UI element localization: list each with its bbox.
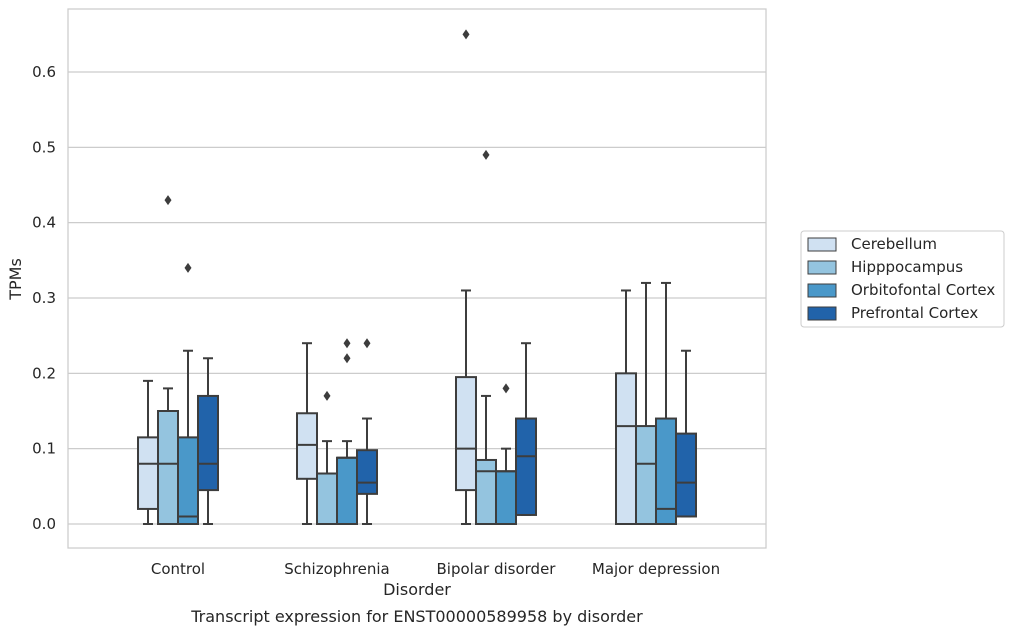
x-tick-labels: Control Schizophrenia Bipolar disorder Majo… [151,560,720,578]
y-tick-label: 0.2 [32,364,56,382]
y-tick-label: 0.1 [32,440,56,458]
x-tick-label: Major depression [592,560,720,578]
legend-label: Prefrontal Cortex [851,304,978,322]
legend-label: Orbitofontal Cortex [851,281,995,299]
y-axis-label: TPMs [6,258,25,301]
chart-caption: Transcript expression for ENST0000058995… [190,607,643,626]
legend-item: Orbitofontal Cortex [807,281,995,299]
box-layer [137,29,697,526]
x-tick-label: Bipolar disorder [437,560,557,578]
legend-item: Hipppocampus [807,258,963,276]
legend-label: Hipppocampus [851,258,963,276]
box-body [177,436,199,525]
legend-swatch [807,260,837,275]
box-2-0 [455,29,477,525]
x-tick-label: Schizophrenia [284,560,389,578]
box-0-1 [157,195,179,525]
box-3-3 [675,349,697,518]
box-body [137,436,159,510]
box-body [495,470,517,525]
box-0-3 [197,357,219,525]
y-tick-label: 0.6 [32,63,56,81]
box-body [336,456,358,525]
legend: Cerebellum Hipppocampus Orbitofontal Corte… [800,230,1005,328]
y-tick-label: 0.3 [32,289,56,307]
box-3-2 [655,281,677,525]
x-axis-label: Disorder [383,580,451,599]
box-1-3 [356,338,378,525]
box-body [475,458,497,526]
y-tick-label: 0.0 [32,515,56,533]
box-1-0 [296,342,318,525]
box-body [615,372,637,526]
outlier-point [343,353,351,364]
legend-item: Cerebellum [807,235,937,253]
box-body [157,410,179,525]
box-body [455,376,477,492]
box-0-0 [137,379,159,525]
outlier-point [482,149,490,160]
box-3-0 [615,289,637,526]
box-body [316,472,338,526]
legend-item: Prefrontal Cortex [807,304,978,322]
outlier-point [502,383,510,394]
box-body [635,425,657,526]
box-body [356,449,378,495]
outlier-point [343,338,351,349]
outlier-point [323,390,331,401]
legend-label: Cerebellum [851,235,937,253]
y-tick-labels: 0.0 0.1 0.2 0.3 0.4 0.5 0.6 [32,63,56,533]
box-1-1 [316,390,338,526]
plot-area-frame [67,8,767,549]
legend-frame [800,230,1005,328]
legend-swatch [807,283,837,298]
outlier-point [462,29,470,40]
outlier-point [164,195,172,206]
box-0-2 [177,262,199,525]
outlier-point [363,338,371,349]
box-body [675,432,697,518]
box-1-2 [336,338,358,525]
box-2-2 [495,383,517,525]
box-body [197,394,219,492]
outlier-point [184,262,192,273]
box-body [515,417,537,516]
y-tick-label: 0.5 [32,138,56,156]
y-tick-label: 0.4 [32,214,56,232]
legend-swatch [807,237,837,252]
box-2-3 [515,342,537,516]
legend-swatch [807,306,837,321]
box-3-1 [635,281,657,526]
box-2-1 [475,149,497,526]
box-body [296,412,318,480]
x-tick-label: Control [151,560,205,578]
